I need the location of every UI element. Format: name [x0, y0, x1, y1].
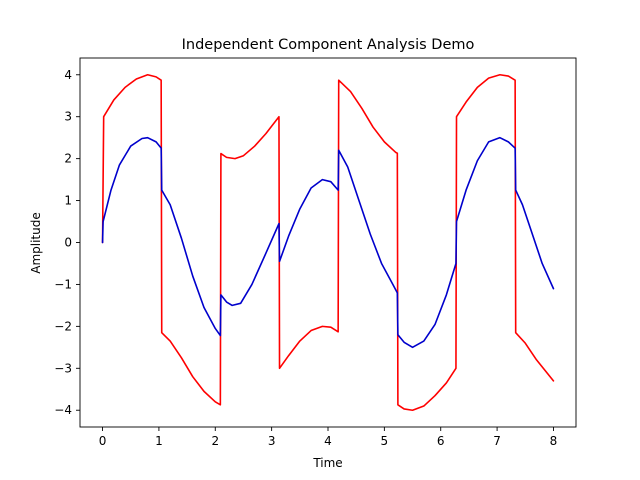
y-axis-title: Amplitude — [29, 212, 43, 274]
axes-group: 0 1 2 3 4 5 6 7 8 −4 −3 −2 −1 0 1 2 3 4 — [54, 57, 577, 448]
x-tick-label: 4 — [324, 434, 332, 448]
x-tick-label: 0 — [99, 434, 107, 448]
x-axis-title: Time — [312, 456, 342, 470]
x-tick-label: 8 — [550, 434, 558, 448]
series-group — [101, 73, 555, 412]
y-tick-label: 3 — [64, 110, 72, 124]
x-tick-label: 7 — [493, 434, 501, 448]
plot-background — [80, 58, 576, 427]
y-tick-label: 0 — [64, 236, 72, 250]
y-tick-label: −2 — [54, 319, 72, 333]
x-tick-label: 3 — [268, 434, 276, 448]
plot-area — [80, 58, 576, 427]
y-tick-label: −4 — [54, 403, 72, 417]
y-tick-label: 1 — [64, 194, 72, 208]
y-tick-label: −1 — [54, 277, 72, 291]
chart-title: Independent Component Analysis Demo — [182, 37, 475, 53]
series-line-2 — [101, 136, 555, 349]
x-tick-label: 5 — [381, 434, 389, 448]
series-line-1 — [101, 73, 555, 412]
y-tick-label: −3 — [54, 361, 72, 375]
y-tick-label: 2 — [64, 152, 72, 166]
y-tick-label: 4 — [64, 68, 72, 82]
x-tick-label: 2 — [211, 434, 219, 448]
x-tick-label: 6 — [437, 434, 445, 448]
x-tick-label: 1 — [155, 434, 163, 448]
